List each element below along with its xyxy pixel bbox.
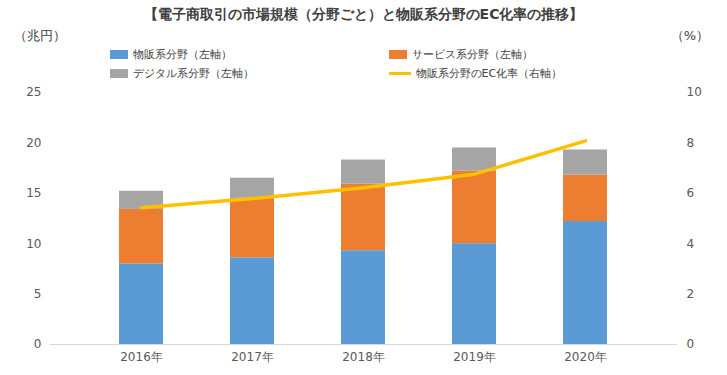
svg-text:2: 2 [687,287,695,301]
html-text:物販系分野（左軸）: 物販系分野（左軸） [133,47,232,61]
svg-text:2017年: 2017年 [231,350,274,364]
svg-text:5: 5 [34,287,42,301]
svg-text:2016年: 2016年 [120,350,163,364]
svg-text:6: 6 [687,186,695,200]
svg-text:2019年: 2019年 [453,350,496,364]
svg-text:4: 4 [687,237,695,251]
html-text:デジタル系分野（左軸）: デジタル系分野（左軸） [133,66,254,80]
html-text:物販系分野のEC化率（右軸）: 物販系分野のEC化率（右軸） [415,66,563,80]
html-text:（兆円）: （兆円） [14,28,66,43]
svg-text:25: 25 [26,85,41,99]
svg-text:10: 10 [687,85,702,99]
svg-text:2018年: 2018年 [342,350,385,364]
svg-text:0: 0 [34,337,42,351]
svg-text:10: 10 [26,237,41,251]
html-text:サービス系分野（左軸）: サービス系分野（左軸） [411,47,533,61]
svg-text:20: 20 [26,136,41,150]
svg-text:15: 15 [26,186,41,200]
html-text:【電子商取引の市場規模（分野ごと）と物販系分野のEC化率の推: 【電子商取引の市場規模（分野ごと）と物販系分野のEC化率の推移】 [143,6,584,22]
svg-text:0: 0 [687,337,695,351]
svg-text:8: 8 [687,136,695,150]
svg-text:2020年: 2020年 [564,350,607,364]
